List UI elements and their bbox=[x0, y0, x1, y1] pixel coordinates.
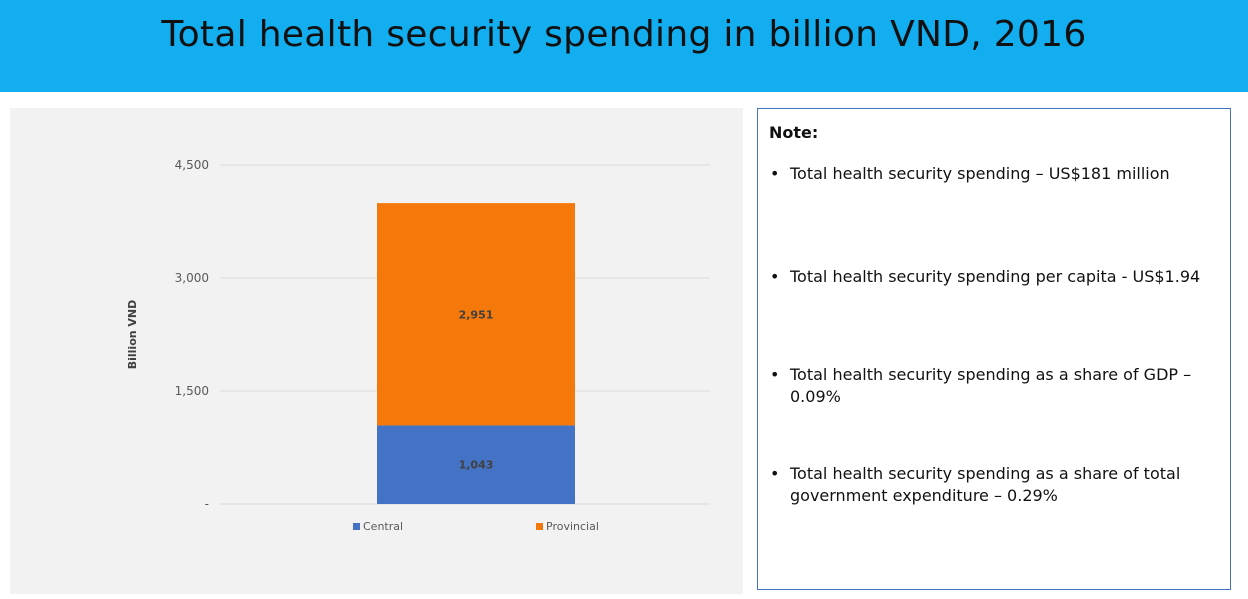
note-item-text: Total health security spending – US$181 … bbox=[790, 164, 1170, 183]
bar-chart: - 1,500 3,000 4,500 Billion VND 1,043 2,951 Cen… bbox=[126, 158, 710, 533]
title-banner: Total health security spending in billio… bbox=[0, 0, 1248, 92]
data-label: 2,951 bbox=[459, 308, 494, 321]
y-tick-label: 1,500 bbox=[175, 384, 209, 398]
bullet-icon: • bbox=[770, 365, 780, 384]
note-box: Note: • Total health security spending –… bbox=[757, 108, 1231, 590]
bullet-icon: • bbox=[770, 267, 780, 286]
legend-label: Provincial bbox=[546, 520, 599, 533]
note-item: • Total health security spending – US$18… bbox=[768, 163, 1208, 185]
legend-swatch bbox=[536, 523, 543, 530]
note-title: Note: bbox=[769, 123, 819, 142]
note-item-text: Total health security spending as a shar… bbox=[790, 464, 1181, 505]
bullet-icon: • bbox=[770, 164, 780, 183]
legend-label: Central bbox=[363, 520, 403, 533]
y-tick-label: 4,500 bbox=[175, 158, 209, 172]
note-item-text: Total health security spending per capit… bbox=[790, 267, 1201, 286]
bar-segment-central bbox=[377, 425, 575, 504]
note-item-text: Total health security spending as a shar… bbox=[790, 365, 1192, 406]
note-item: • Total health security spending per cap… bbox=[768, 266, 1208, 288]
y-tick-label: - bbox=[205, 497, 209, 511]
bar-segment-provincial bbox=[377, 203, 575, 426]
bullet-icon: • bbox=[770, 464, 780, 483]
legend-swatch bbox=[353, 523, 360, 530]
data-label: 1,043 bbox=[459, 459, 494, 472]
note-item: • Total health security spending as a sh… bbox=[768, 463, 1208, 507]
y-tick-label: 3,000 bbox=[175, 271, 209, 285]
chart-panel: - 1,500 3,000 4,500 Billion VND 1,043 2,951 Cen… bbox=[10, 108, 743, 594]
y-axis-label: Billion VND bbox=[126, 300, 139, 370]
page-title: Total health security spending in billio… bbox=[161, 14, 1087, 55]
note-item: • Total health security spending as a sh… bbox=[768, 364, 1208, 408]
